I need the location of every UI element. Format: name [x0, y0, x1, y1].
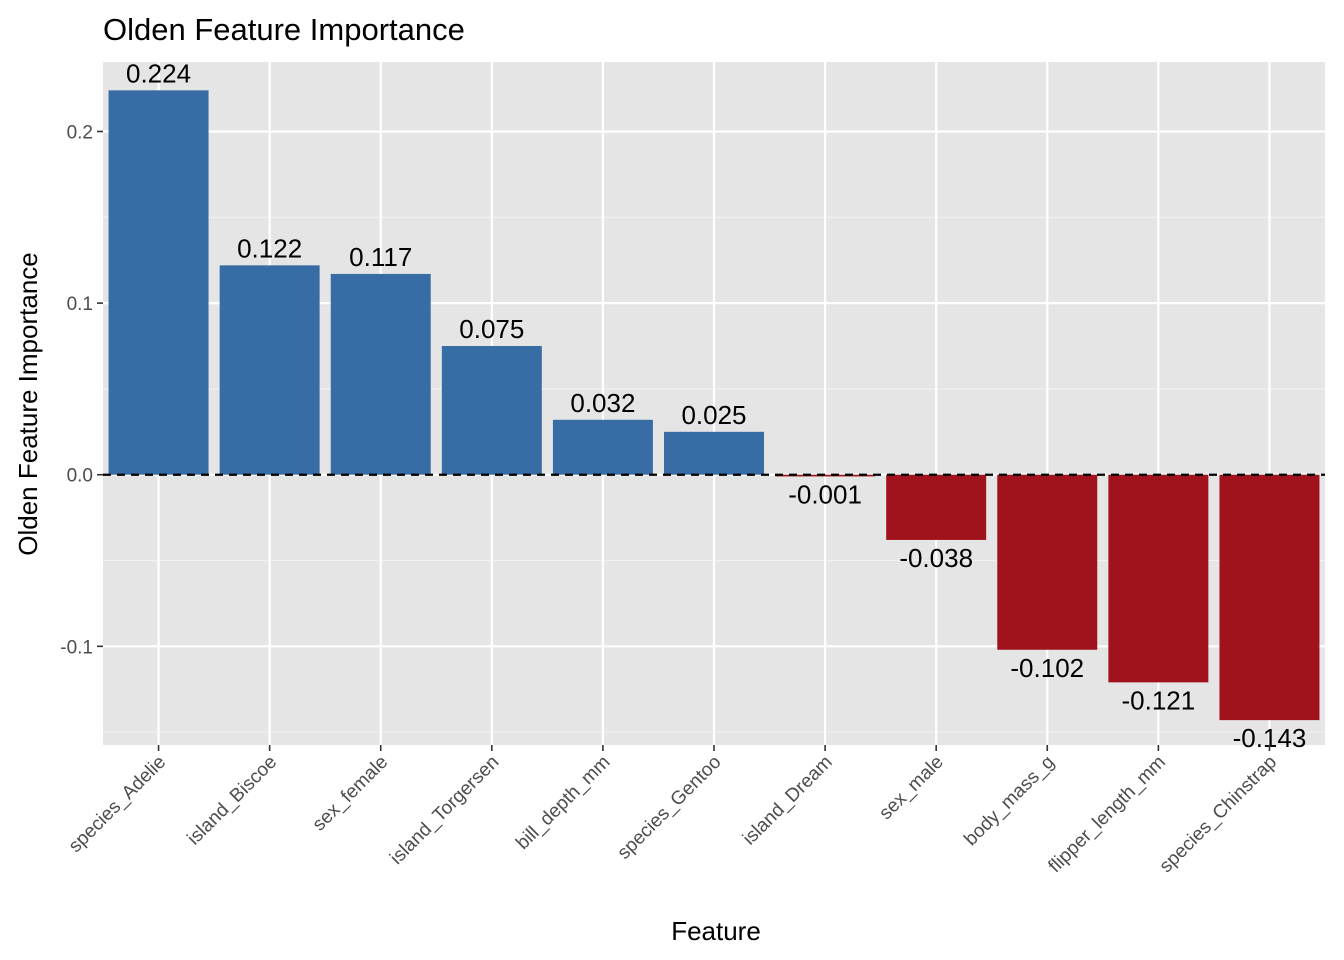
x-tick-label: bill_depth_mm	[512, 752, 614, 854]
data-label: 0.025	[681, 400, 746, 430]
bar-species_Adelie	[108, 90, 209, 475]
data-label: -0.001	[788, 479, 862, 509]
y-axis-title: Olden Feature Importance	[13, 252, 43, 556]
data-label: 0.032	[570, 388, 635, 418]
x-tick-label: sex_male	[875, 752, 947, 824]
x-tick-label: body_mass_g	[960, 752, 1058, 850]
x-tick-label: species_Adelie	[65, 752, 170, 857]
data-label: 0.122	[237, 233, 302, 263]
bar-species_Chinstrap	[1219, 474, 1320, 721]
x-axis: species_Adelie island_Biscoe sex_femaleisl…	[65, 745, 1281, 877]
bar-island_Dream	[775, 474, 876, 477]
data-label: 0.224	[126, 58, 191, 88]
y-tick-label: 0.0	[67, 466, 93, 487]
bar-body_mass_g	[997, 474, 1098, 650]
bar-island_Biscoe	[219, 265, 320, 475]
x-tick-label: species_Gentoo	[614, 752, 726, 864]
y-tick-label: 0.1	[67, 294, 93, 315]
x-tick-label: island_Biscoe	[183, 752, 281, 850]
x-tick-label: island_Dream	[739, 752, 837, 850]
x-tick-label: species_Chinstrap	[1156, 752, 1281, 877]
x-tick-label: sex_female	[309, 752, 393, 836]
bars	[108, 90, 1320, 721]
data-label: -0.121	[1121, 685, 1195, 715]
y-tick-label: 0.2	[67, 123, 93, 144]
bar-species_Gentoo	[664, 431, 764, 475]
bar-sex_female	[330, 273, 431, 475]
x-tick-label: island_Torgersen	[386, 752, 503, 869]
bar-sex_male	[886, 474, 987, 540]
data-label: -0.102	[1010, 653, 1084, 683]
data-label: 0.075	[459, 314, 524, 344]
bar-bill_depth_mm	[552, 419, 653, 475]
bar-flipper_length_mm	[1108, 474, 1209, 683]
y-axis: -0.1 0.0 0.1 0.2	[60, 123, 103, 658]
x-tick-label: flipper_length_mm	[1045, 752, 1170, 877]
chart-title: Olden Feature Importance	[103, 12, 465, 47]
data-labels: 0.224 0.122 0.117 0.075 0.032 0.025 -0.001 -0.0…	[126, 58, 1306, 753]
bar-island_Torgersen	[441, 346, 542, 475]
data-label: 0.117	[349, 242, 412, 272]
x-axis-title: Feature	[671, 916, 761, 946]
data-label: -0.038	[899, 543, 973, 573]
y-tick-label: -0.1	[60, 637, 93, 658]
